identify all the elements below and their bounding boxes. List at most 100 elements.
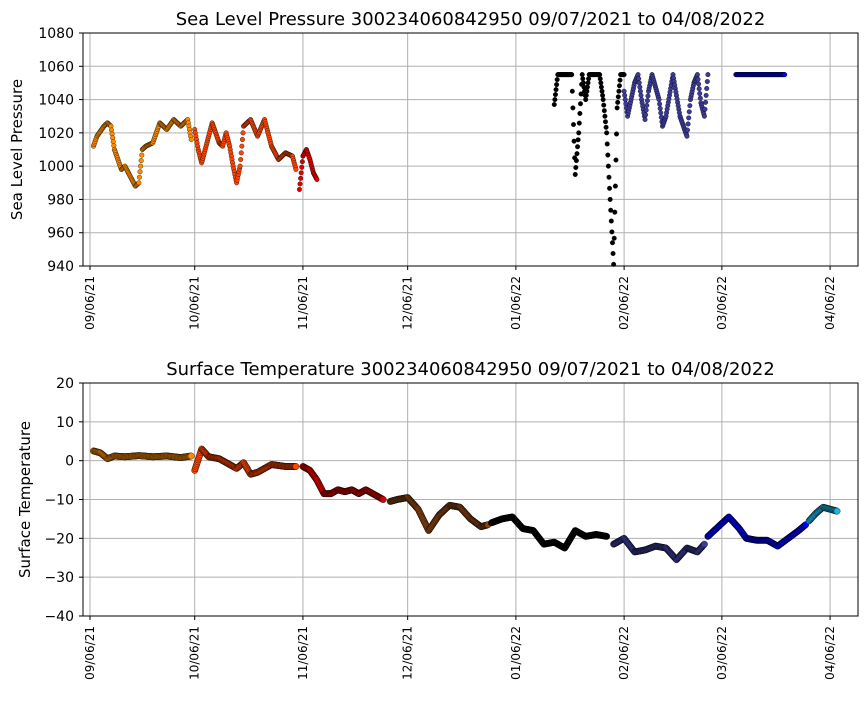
data-point: [703, 92, 709, 98]
data-point: [703, 99, 709, 105]
data-point: [614, 131, 620, 137]
data-point: [701, 113, 707, 119]
x-tick-label: 03/06/22: [715, 276, 729, 330]
series-5: [488, 513, 611, 552]
data-point: [611, 235, 617, 241]
data-point: [600, 97, 606, 103]
data-point: [598, 80, 604, 86]
data-point: [584, 84, 590, 90]
data-point: [379, 496, 387, 503]
data-point: [642, 117, 648, 123]
data-point: [685, 121, 691, 127]
y-tick-label: −40: [44, 609, 74, 625]
series-2: [192, 117, 299, 186]
data-point: [636, 76, 642, 82]
data-point: [298, 175, 304, 181]
x-tick-label: 02/06/22: [617, 626, 631, 680]
data-point: [637, 84, 643, 90]
chart-2: −40 −30 −20 −10 0 10 20 09/06/21 10/06/21 11/06/2…: [16, 359, 859, 680]
data-point: [621, 88, 627, 94]
series-3: [299, 463, 387, 503]
data-point: [702, 106, 708, 112]
data-point: [616, 88, 622, 94]
data-point: [293, 166, 299, 172]
data-point: [658, 110, 664, 116]
data-point: [297, 181, 303, 187]
data-point: [696, 86, 702, 92]
data-point: [583, 92, 589, 98]
data-point: [615, 94, 621, 100]
data-point: [584, 88, 590, 94]
data-point: [552, 92, 558, 98]
data-point: [571, 122, 576, 128]
y-tick-label: 1060: [38, 59, 74, 75]
x-tick-label: 12/06/21: [401, 276, 415, 330]
data-point: [238, 150, 244, 156]
y-tick-label: 1020: [38, 126, 74, 142]
x-tick-label: 12/06/21: [401, 626, 415, 680]
data-point: [136, 180, 142, 186]
data-point: [573, 158, 579, 164]
y-tick-label: 960: [47, 226, 74, 242]
data-point: [782, 72, 788, 78]
chart-1: 940 960 980 1000 1020 1040 1060 1080 09/06/21 10/…: [8, 9, 859, 330]
data-point: [604, 130, 610, 136]
data-point: [554, 77, 560, 83]
data-point: [616, 83, 622, 89]
data-point: [704, 86, 710, 91]
y-tick-label: 10: [56, 415, 74, 431]
axes-frame: [82, 32, 859, 267]
x-tick-label: 01/06/22: [509, 626, 523, 680]
series-4: [386, 494, 492, 534]
data-point: [296, 186, 302, 192]
data-point: [602, 113, 608, 119]
series-5: [621, 72, 711, 139]
data-point: [644, 98, 650, 104]
data-point: [607, 185, 613, 191]
series-1: [90, 117, 194, 189]
data-point: [696, 81, 702, 87]
data-point: [598, 84, 604, 90]
data-point: [586, 76, 592, 82]
data-point: [705, 72, 711, 78]
series-2: [191, 445, 300, 478]
y-tick-label: 1080: [38, 26, 74, 42]
data-point: [188, 137, 194, 142]
data-point: [612, 209, 618, 215]
data-point: [575, 137, 581, 143]
series-8: [805, 503, 841, 525]
data-point: [238, 157, 244, 162]
data-point: [636, 80, 642, 86]
y-tick-label: 980: [47, 192, 74, 208]
x-tick-label: 03/06/22: [715, 626, 729, 680]
data-point: [572, 171, 578, 177]
x-tick-label: 04/06/22: [823, 276, 837, 330]
data-point: [697, 95, 703, 101]
data-point: [643, 107, 649, 113]
data-point: [610, 251, 616, 256]
data-point: [314, 176, 320, 182]
data-point: [697, 90, 703, 96]
data-point: [569, 88, 575, 94]
data-point: [608, 218, 614, 224]
data-point: [694, 72, 700, 78]
data-point: [577, 101, 583, 107]
data-point: [622, 92, 628, 98]
data-point: [605, 152, 611, 158]
x-tick-label: 10/06/21: [188, 626, 202, 680]
data-point: [635, 72, 641, 78]
data-point: [551, 102, 557, 108]
data-point: [656, 97, 662, 103]
data-point: [603, 119, 608, 125]
data-point: [612, 183, 618, 189]
chart-title: Surface Temperature 300234060842950 09/0…: [166, 359, 775, 380]
data-point: [298, 170, 304, 176]
y-tick-label: 1040: [38, 93, 74, 109]
data-point: [299, 159, 305, 165]
data-point: [599, 88, 605, 94]
data-point: [606, 174, 612, 180]
data-point: [621, 72, 627, 78]
data-point: [575, 144, 581, 150]
x-tick-label: 11/06/21: [296, 276, 310, 330]
data-point: [833, 507, 841, 515]
